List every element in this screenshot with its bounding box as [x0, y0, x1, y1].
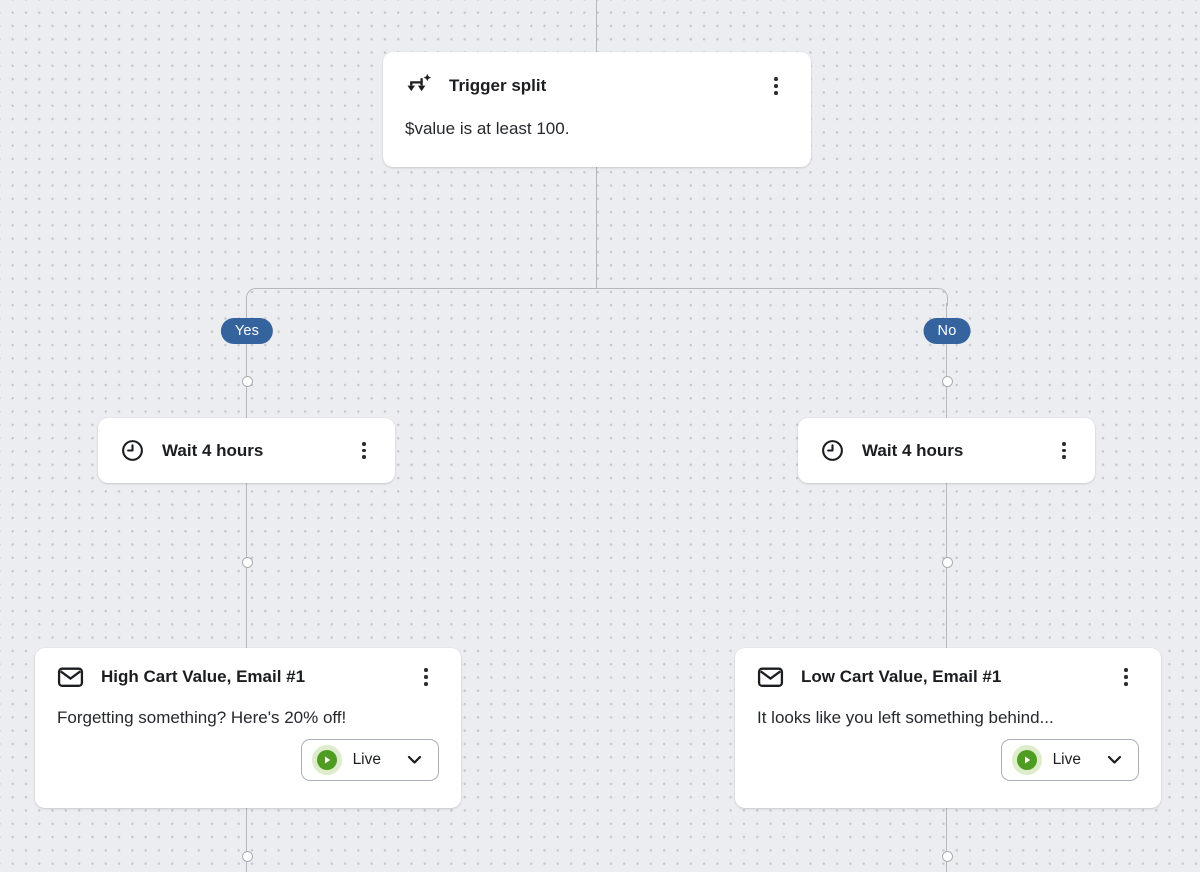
status-label: Live	[352, 751, 381, 768]
email-card-subject: It looks like you left something behind.…	[757, 708, 1054, 727]
kebab-menu-icon[interactable]	[351, 437, 377, 465]
connector-port	[241, 850, 253, 862]
status-label: Live	[1052, 751, 1081, 768]
status-dropdown-button[interactable]: Live	[1000, 739, 1139, 781]
chevron-down-icon	[407, 755, 422, 764]
connector-yes-vertical	[246, 303, 248, 872]
email-card-title: High Cart Value, Email #1	[101, 667, 306, 686]
trigger-card-title: Trigger split	[449, 76, 547, 95]
wait-card-yes[interactable]: Wait 4 hours	[98, 418, 395, 483]
envelope-icon	[757, 665, 784, 689]
kebab-menu-icon[interactable]	[763, 72, 789, 100]
email-card-high-cart[interactable]: High Cart Value, Email #1 Forgetting som…	[35, 648, 461, 808]
connector-split-branch	[246, 288, 948, 306]
connector-port	[941, 850, 953, 862]
connector-port	[241, 556, 253, 568]
connector-port	[941, 375, 953, 387]
email-card-title: Low Cart Value, Email #1	[801, 667, 1002, 686]
trigger-split-card[interactable]: Trigger split $value is at least 100.	[383, 52, 811, 167]
connector-port	[241, 375, 253, 387]
status-dropdown-button[interactable]: Live	[300, 739, 439, 781]
connector-port	[941, 556, 953, 568]
branch-label-yes: Yes	[220, 318, 274, 344]
play-icon	[1011, 745, 1042, 775]
email-card-subject: Forgetting something? Here's 20% off!	[57, 708, 347, 727]
kebab-menu-icon[interactable]	[413, 663, 439, 691]
kebab-menu-icon[interactable]	[1051, 437, 1077, 465]
trigger-card-condition: $value is at least 100.	[405, 119, 570, 138]
wait-card-title: Wait 4 hours	[862, 440, 964, 460]
wait-card-title: Wait 4 hours	[162, 440, 264, 460]
envelope-icon	[57, 665, 84, 689]
chevron-down-icon	[1107, 755, 1122, 764]
play-icon	[311, 745, 342, 775]
connector-no-vertical	[946, 303, 948, 872]
trigger-split-icon	[405, 73, 432, 100]
kebab-menu-icon[interactable]	[1113, 663, 1139, 691]
wait-card-no[interactable]: Wait 4 hours	[798, 418, 1095, 483]
email-card-low-cart[interactable]: Low Cart Value, Email #1 It looks like y…	[735, 648, 1161, 808]
clock-icon	[120, 438, 145, 463]
branch-label-no: No	[923, 318, 971, 344]
clock-icon	[820, 438, 845, 463]
